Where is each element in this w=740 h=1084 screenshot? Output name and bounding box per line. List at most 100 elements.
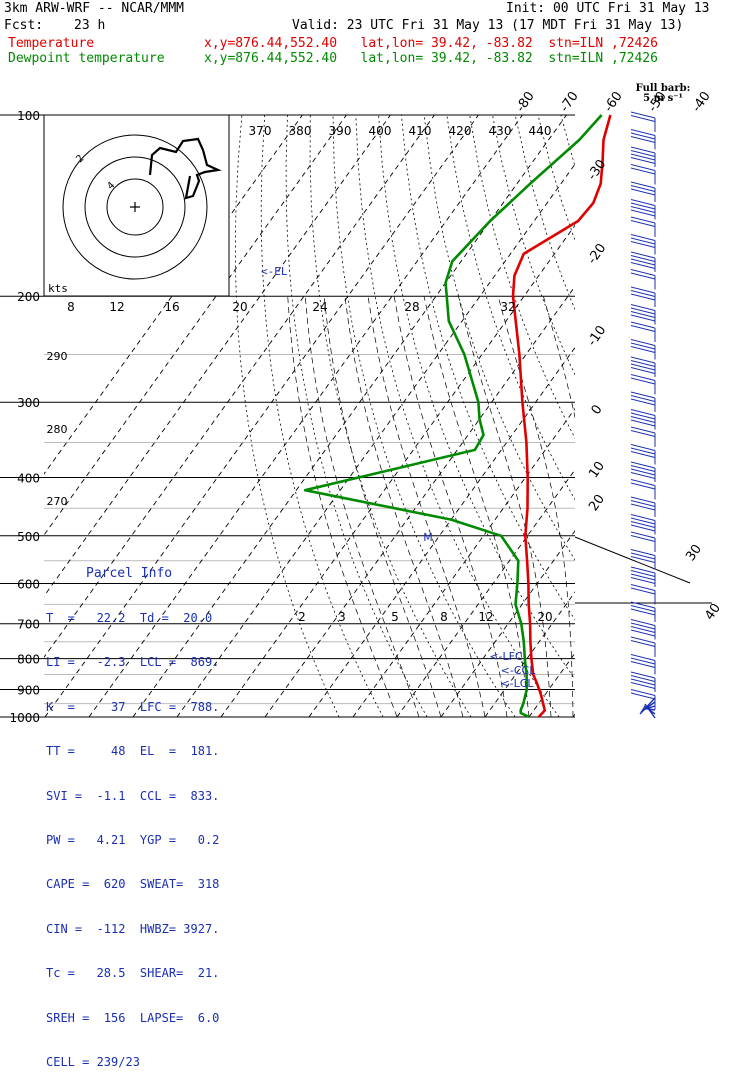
theta-label: 420	[449, 124, 472, 138]
wind-barb	[631, 630, 655, 636]
theta-label: 390	[329, 124, 352, 138]
mixing-ratio-label: 16	[164, 300, 179, 314]
wind-barb	[631, 637, 655, 643]
pressure-label-800: 800	[17, 653, 40, 667]
wind-barb	[631, 396, 655, 402]
pressure-label-100: 100	[17, 109, 40, 123]
isotherm-label: 40	[702, 601, 724, 623]
wind-barb	[631, 168, 655, 174]
wind-barb	[631, 658, 655, 664]
wind-barb	[631, 235, 655, 241]
dry-adiabat	[697, 115, 740, 717]
dry-adiabat	[652, 115, 740, 717]
isotherm-label: -40	[689, 89, 713, 115]
wind-barb	[631, 504, 655, 510]
pressure-label-400: 400	[17, 471, 40, 485]
parcel-row: CAPE = 620 SWEAT= 318	[46, 877, 226, 892]
wind-barb	[631, 357, 655, 363]
mixing-ratio-label-low: 20	[537, 610, 552, 624]
frame-extension	[575, 537, 690, 583]
wind-barb	[631, 130, 655, 136]
parcel-row: SVI = -1.1 CCL = 833.	[46, 789, 226, 804]
theta-left-label: 270	[47, 495, 68, 508]
wind-barb	[631, 417, 655, 423]
lcl-mark: <-LCL	[500, 677, 534, 690]
wind-barb	[631, 263, 655, 269]
theta-label: 370	[249, 124, 272, 138]
wind-barb	[631, 585, 655, 591]
isotherm-label: 0	[589, 402, 606, 417]
mixing-ratio-label-low: 5	[391, 610, 399, 624]
parcel-info-panel: Parcel Info T = 22.2 Td = 20.0 LI = -2.3…	[46, 537, 226, 732]
isotherm-line	[617, 115, 740, 717]
wind-barb	[631, 466, 655, 472]
wind-barb	[631, 326, 655, 332]
wind-barb	[631, 200, 655, 206]
wind-barb	[631, 690, 655, 696]
wind-barb	[631, 483, 655, 489]
dry-adiabat	[424, 115, 691, 717]
wind-barb	[631, 340, 655, 346]
pressure-label-700: 700	[17, 618, 40, 632]
wind-barb	[631, 270, 655, 276]
isotherm-label: -10	[585, 323, 609, 349]
isotherm-line	[661, 115, 740, 717]
mixing-ratio-label: 32	[500, 300, 515, 314]
wind-barb	[631, 158, 655, 164]
isotherm-label: -80	[513, 89, 537, 115]
wind-barb	[631, 609, 655, 615]
wind-barb	[631, 147, 655, 153]
wind-barb	[631, 361, 655, 367]
wind-barb	[631, 693, 655, 699]
wind-barb	[631, 343, 655, 349]
wind-barb	[631, 210, 655, 216]
isotherm-label: 20	[586, 492, 608, 514]
wind-barb	[631, 525, 655, 531]
isotherm-line	[177, 115, 610, 717]
moist-adiabat	[345, 296, 463, 717]
wind-barb	[631, 273, 655, 279]
wind-barb	[631, 392, 655, 398]
wind-barb	[631, 182, 655, 188]
theta-label: 410	[409, 124, 432, 138]
temperature-line	[513, 115, 610, 717]
parcel-row: TT = 48 EL = 181.	[46, 744, 226, 759]
dry-adiabat	[286, 115, 427, 717]
wind-barb	[631, 620, 655, 626]
dry-adiabat	[310, 115, 471, 717]
theta-label: 400	[369, 124, 392, 138]
wind-barb	[631, 347, 655, 353]
dry-adiabat	[720, 115, 740, 717]
wind-barb	[631, 375, 655, 381]
wind-barb	[631, 532, 655, 538]
wind-barb	[631, 550, 655, 556]
dry-adiabat	[515, 115, 740, 717]
wind-barb	[631, 217, 655, 223]
wind-barbs	[631, 112, 655, 718]
wind-barb	[631, 627, 655, 633]
parcel-row: SREH = 156 LAPSE= 6.0	[46, 1011, 226, 1026]
wind-barb	[631, 221, 655, 227]
wind-barb	[631, 294, 655, 300]
wind-barb	[631, 399, 655, 405]
mixing-ratio-label: 20	[232, 300, 247, 314]
pressure-label-1000: 1000	[9, 711, 40, 725]
wind-barb	[631, 536, 655, 542]
hodograph-units: kts	[48, 282, 68, 295]
wind-barb	[631, 676, 655, 682]
parcel-row: LI = -2.3 LCL = 869.	[46, 655, 226, 670]
wind-barb	[631, 287, 655, 293]
mixing-ratio-label-low: 2	[298, 610, 306, 624]
mixing-ratio-label: 12	[109, 300, 124, 314]
wind-barb	[631, 312, 655, 318]
dry-adiabat	[606, 115, 740, 717]
wind-barb	[631, 606, 655, 612]
pressure-label-600: 600	[17, 577, 40, 591]
wind-barb	[631, 378, 655, 384]
wind-barb	[631, 189, 655, 195]
wind-barb	[631, 431, 655, 437]
wind-barb	[631, 574, 655, 580]
wind-barb	[631, 410, 655, 416]
equilibrium-level-mark: <-EL	[261, 265, 288, 278]
parcel-row: K = 37 LFC = 788.	[46, 700, 226, 715]
